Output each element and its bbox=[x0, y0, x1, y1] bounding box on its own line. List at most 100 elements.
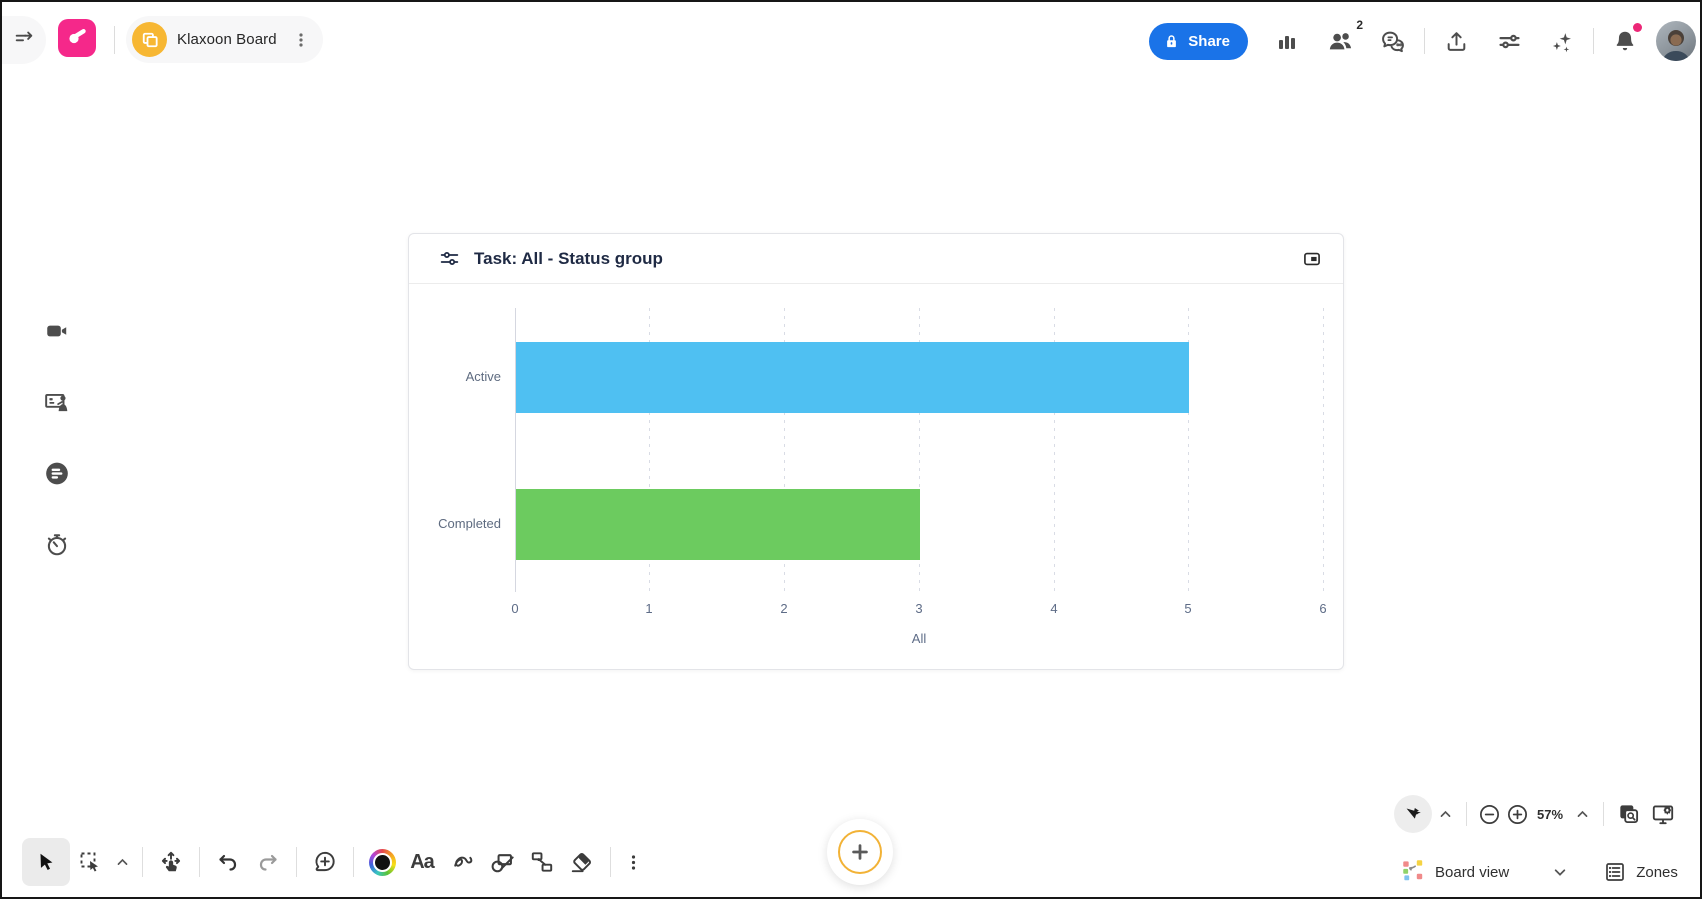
laser-pointer-button[interactable] bbox=[1394, 795, 1432, 833]
select-tool-button[interactable] bbox=[22, 838, 70, 886]
marquee-select-icon bbox=[80, 852, 98, 872]
overview-button[interactable] bbox=[1614, 802, 1644, 826]
gridline bbox=[1054, 308, 1055, 592]
expand-widget-button[interactable] bbox=[1295, 242, 1329, 276]
pointer-cursor-icon bbox=[1406, 808, 1421, 819]
eraser-tool-button[interactable] bbox=[562, 840, 602, 884]
display-settings-button[interactable] bbox=[1648, 802, 1678, 826]
plus-icon bbox=[852, 844, 868, 860]
pan-tool-button[interactable] bbox=[151, 840, 191, 884]
board-menu-button[interactable] bbox=[287, 24, 315, 56]
shapes-tool-button[interactable] bbox=[482, 840, 522, 884]
bar-stats-icon bbox=[1279, 36, 1295, 49]
nav-divider bbox=[1466, 802, 1467, 826]
ai-assistant-button[interactable] bbox=[1541, 20, 1583, 62]
user-avatar[interactable] bbox=[1656, 21, 1696, 61]
zoom-in-button[interactable] bbox=[1505, 802, 1529, 826]
board-view-chevron[interactable] bbox=[1547, 859, 1573, 885]
video-call-button[interactable] bbox=[44, 318, 70, 344]
export-button[interactable] bbox=[1435, 20, 1477, 62]
more-tools-button[interactable] bbox=[619, 840, 647, 884]
chevron-up-icon bbox=[1440, 810, 1450, 817]
board-settings-button[interactable] bbox=[1488, 20, 1530, 62]
redo-button[interactable] bbox=[248, 840, 288, 884]
toolbar-divider bbox=[353, 847, 354, 877]
board-view-selector[interactable]: Board view bbox=[1435, 863, 1510, 881]
connector-icon bbox=[531, 852, 553, 872]
chart-widget[interactable]: Task: All - Status group Active Complete… bbox=[408, 233, 1344, 670]
add-content-button[interactable] bbox=[827, 819, 893, 885]
gridline bbox=[649, 308, 650, 592]
eraser-icon bbox=[571, 853, 591, 873]
zoom-options-chevron[interactable] bbox=[1569, 799, 1595, 829]
minimap-icon bbox=[1620, 805, 1639, 824]
klaxoon-whistle-icon bbox=[65, 24, 89, 53]
survey-button[interactable] bbox=[44, 460, 70, 486]
toolbar-divider bbox=[142, 847, 143, 877]
select-tool-options-chevron[interactable] bbox=[110, 840, 134, 884]
text-tool-button[interactable]: Aa bbox=[402, 840, 442, 884]
video-camera-icon bbox=[47, 325, 67, 337]
timer-button[interactable] bbox=[44, 531, 70, 557]
notifications-button[interactable] bbox=[1604, 20, 1646, 62]
board-title: Klaxoon Board bbox=[177, 31, 277, 48]
pointer-options-chevron[interactable] bbox=[1432, 799, 1458, 829]
toolbar-divider bbox=[610, 847, 611, 877]
undo-icon bbox=[219, 854, 237, 871]
bar-chart-plot: Active Completed 0 1 2 3 4 5 6 All bbox=[409, 284, 1343, 669]
x-tick-2: 2 bbox=[780, 601, 788, 616]
chart-widget-header: Task: All - Status group bbox=[409, 234, 1343, 284]
x-tick-5: 5 bbox=[1184, 601, 1192, 616]
expand-sidebar-button[interactable] bbox=[2, 16, 46, 64]
klaxoon-logo[interactable] bbox=[58, 19, 96, 57]
board-view-icon bbox=[1400, 857, 1426, 888]
color-wheel-icon bbox=[368, 848, 396, 876]
undo-button[interactable] bbox=[208, 840, 248, 884]
kebab-menu-icon bbox=[299, 32, 303, 47]
share-label: Share bbox=[1188, 32, 1230, 50]
plus-ring-icon bbox=[838, 830, 882, 874]
participants-button[interactable]: 2 bbox=[1319, 18, 1363, 62]
zoom-level[interactable]: 57% bbox=[1537, 806, 1564, 822]
whiteboard-session-button[interactable] bbox=[44, 389, 70, 415]
topbar-divider bbox=[1593, 28, 1594, 54]
topbar-divider bbox=[114, 26, 115, 54]
zones-label: Zones bbox=[1636, 863, 1678, 881]
add-idea-button[interactable] bbox=[305, 840, 345, 884]
color-picker-button[interactable] bbox=[362, 840, 402, 884]
lock-icon bbox=[1167, 34, 1177, 47]
upload-icon bbox=[1447, 31, 1465, 51]
share-button[interactable]: Share bbox=[1149, 22, 1248, 60]
x-tick-6: 6 bbox=[1319, 601, 1327, 616]
chart-settings-icon bbox=[440, 252, 459, 265]
zones-button[interactable]: Zones bbox=[1603, 860, 1678, 884]
y-axis-line bbox=[515, 308, 516, 592]
nav-divider bbox=[1603, 802, 1605, 826]
marquee-select-tool-button[interactable] bbox=[70, 840, 110, 884]
pen-tool-button[interactable] bbox=[442, 840, 482, 884]
zoom-out-button[interactable] bbox=[1477, 802, 1501, 826]
poll-icon bbox=[46, 462, 68, 484]
bar-completed[interactable] bbox=[516, 489, 920, 560]
board-stats-button[interactable] bbox=[1266, 20, 1308, 62]
bell-icon bbox=[1616, 31, 1634, 51]
stopwatch-icon bbox=[47, 533, 67, 555]
view-controls: Board view Zones bbox=[1400, 854, 1678, 890]
monitor-gear-icon bbox=[1652, 805, 1674, 825]
chat-button[interactable] bbox=[1372, 20, 1414, 62]
idea-plus-bubble-icon bbox=[315, 851, 335, 872]
cursor-icon bbox=[40, 853, 53, 870]
topbar-actions: Share 2 bbox=[1149, 2, 1696, 80]
expand-panel-icon bbox=[13, 27, 35, 54]
redo-icon bbox=[259, 854, 277, 871]
gridline bbox=[919, 308, 920, 592]
minus-circle-icon bbox=[1479, 804, 1499, 824]
toolbar-divider bbox=[199, 847, 200, 877]
connector-tool-button[interactable] bbox=[522, 840, 562, 884]
bar-active[interactable] bbox=[516, 342, 1189, 413]
sliders-icon bbox=[1498, 34, 1520, 48]
kebab-menu-icon bbox=[631, 854, 635, 870]
chevron-up-icon bbox=[117, 858, 127, 865]
board-title-pill[interactable]: Klaxoon Board bbox=[126, 16, 323, 63]
